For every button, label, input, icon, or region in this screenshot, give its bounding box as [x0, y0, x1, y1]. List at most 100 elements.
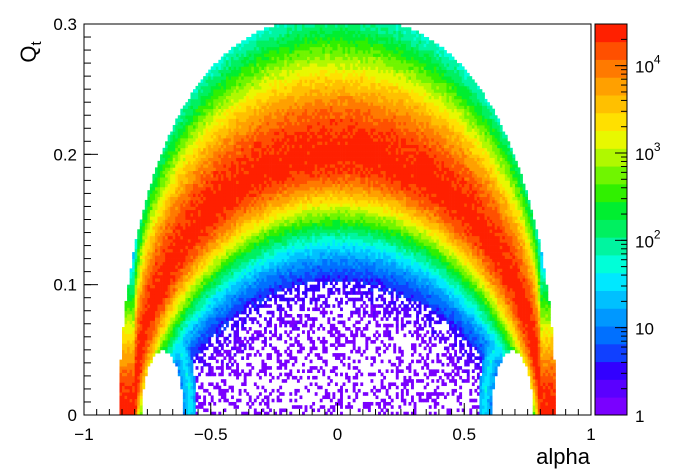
heatmap-cell: [177, 252, 181, 256]
heatmap-cell: [223, 336, 227, 341]
heatmap-cell: [149, 278, 153, 282]
heatmap-cell: [137, 411, 141, 416]
heatmap-cell: [266, 173, 270, 178]
heatmap-cell: [170, 193, 174, 198]
heatmap-cell: [220, 95, 224, 100]
heatmap-cell: [233, 284, 237, 289]
heatmap-cells: [119, 24, 556, 416]
heatmap-cell: [170, 222, 174, 227]
heatmap-cell: [175, 340, 179, 344]
heatmap-cell: [185, 284, 189, 289]
heatmap-cell: [190, 193, 194, 198]
heatmap-cell: [223, 190, 227, 194]
heatmap-cell: [256, 199, 260, 204]
heatmap-cell: [198, 258, 201, 263]
heatmap-cell: [251, 340, 255, 344]
heatmap-cell: [190, 252, 194, 256]
heatmap-cell: [243, 222, 247, 227]
heatmap-cell: [269, 157, 272, 162]
heatmap-cell: [160, 327, 163, 331]
heatmap-cell: [215, 98, 219, 103]
heatmap-cell: [241, 111, 245, 116]
heatmap-cell: [195, 105, 199, 110]
heatmap-cell: [129, 392, 133, 396]
heatmap-cell: [205, 388, 209, 393]
heatmap-cell: [238, 151, 242, 155]
heatmap-cell: [177, 362, 181, 367]
heatmap-cell: [220, 66, 224, 70]
heatmap-cell: [137, 392, 141, 396]
heatmap-cell: [147, 219, 151, 224]
heatmap-cell: [134, 359, 138, 364]
heatmap-cell: [233, 167, 237, 171]
heatmap-cell: [261, 37, 265, 41]
heatmap-cell: [246, 281, 250, 286]
heatmap-cell: [238, 98, 242, 103]
heatmap-cell: [182, 173, 186, 178]
heatmap-cell: [253, 196, 257, 201]
heatmap-cell: [175, 118, 179, 123]
heatmap-cell: [149, 327, 153, 331]
heatmap-cell: [208, 333, 212, 338]
heatmap-cell: [241, 255, 245, 259]
heatmap-cell: [251, 226, 255, 230]
heatmap-cell: [182, 317, 186, 321]
heatmap-cell: [175, 278, 179, 282]
heatmap-cell: [276, 128, 280, 132]
heatmap-cell: [187, 278, 191, 282]
heatmap-cell: [274, 131, 278, 136]
heatmap-cell: [228, 287, 232, 292]
heatmap-cell: [215, 216, 219, 220]
heatmap-cell: [238, 125, 242, 129]
heatmap-cell: [256, 291, 260, 295]
heatmap-cell: [256, 138, 260, 142]
heatmap-cell: [243, 382, 247, 387]
heatmap-cell: [231, 203, 234, 207]
heatmap-cell: [208, 248, 212, 253]
heatmap-cell: [165, 167, 169, 171]
heatmap-cell: [258, 111, 262, 116]
heatmap-cell: [248, 131, 252, 136]
heatmap-cell: [223, 79, 227, 83]
heatmap-cell: [238, 252, 242, 256]
heatmap-cell: [251, 160, 255, 165]
heatmap-cell: [251, 304, 255, 308]
heatmap-cell: [231, 56, 234, 61]
heatmap-cell: [147, 258, 151, 263]
heatmap-cell: [165, 206, 169, 211]
heatmap-cell: [246, 134, 250, 139]
heatmap-cell: [243, 242, 247, 246]
heatmap-cell: [236, 278, 239, 282]
heatmap-cell: [187, 336, 191, 341]
heatmap-cell: [203, 300, 207, 305]
heatmap-cell: [231, 102, 234, 106]
heatmap-cell: [185, 261, 189, 266]
heatmap-cell: [228, 317, 232, 321]
heatmap-cell: [233, 190, 237, 194]
heatmap-cell: [251, 147, 255, 152]
heatmap-cell: [215, 183, 219, 188]
heatmap-cell: [233, 50, 237, 54]
heatmap-cell: [233, 160, 237, 165]
heatmap-cell: [149, 294, 153, 299]
heatmap-cell: [218, 209, 222, 214]
heatmap-cell: [236, 157, 239, 162]
heatmap-cell: [276, 160, 280, 165]
heatmap-cell: [190, 261, 194, 266]
heatmap-cell: [241, 216, 245, 220]
heatmap-cell: [182, 265, 186, 269]
heatmap-cell: [246, 294, 250, 299]
heatmap-cell: [193, 125, 196, 129]
heatmap-cell: [274, 252, 278, 256]
heatmap-cell: [144, 258, 148, 263]
heatmap-cell: [220, 310, 224, 315]
heatmap-cell: [149, 323, 153, 328]
heatmap-cell: [203, 138, 207, 142]
heatmap-cell: [253, 164, 257, 168]
heatmap-cell: [233, 294, 237, 299]
heatmap-cell: [228, 105, 232, 110]
heatmap-cell: [274, 216, 278, 220]
heatmap-cell: [233, 82, 237, 87]
heatmap-cell: [238, 340, 242, 344]
heatmap-cell: [187, 206, 191, 211]
